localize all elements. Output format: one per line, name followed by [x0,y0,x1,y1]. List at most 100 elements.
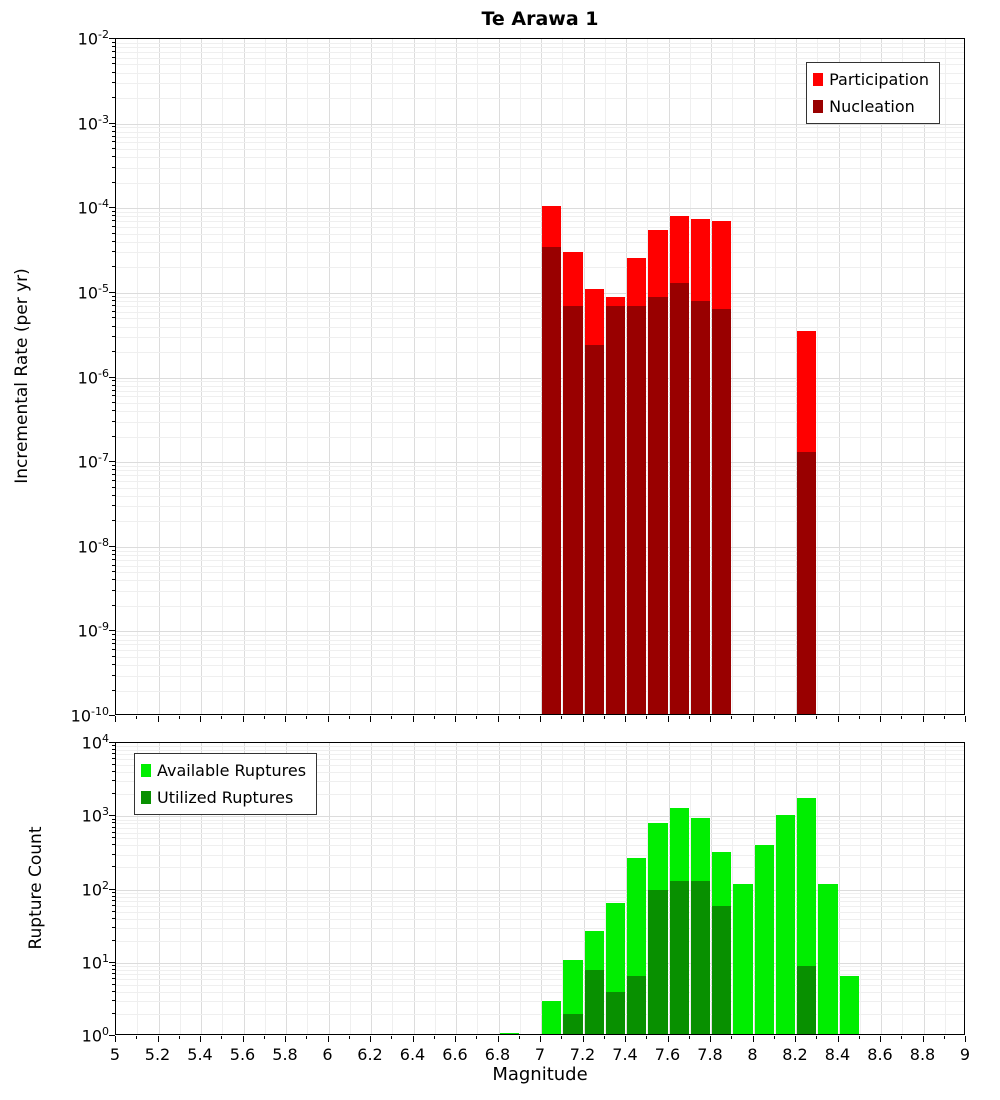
x-tick [731,1036,733,1039]
y-tick-minor [112,226,115,228]
bar-utilized-ruptures [712,905,732,1034]
y-tick-minor [112,304,115,306]
y-tick-minor [112,990,115,992]
gridline-horizontal-minor [116,765,964,767]
gridline-horizontal-minor [116,385,964,387]
x-tick [115,1036,116,1042]
gridline-horizontal-minor [116,233,964,235]
gridline-horizontal-minor [116,390,964,392]
gridline-horizontal-minor [116,495,964,497]
y-tick-minor [112,853,115,855]
y-tick-minor [112,479,115,481]
gridline-horizontal-minor [116,838,964,840]
gridline-horizontal-minor [116,57,964,59]
gridline-horizontal-minor [116,167,964,169]
gridline-vertical [328,743,330,1034]
x-tick [582,716,584,722]
gridline-horizontal [116,123,964,125]
y-tick-label: 10-5 [77,281,109,303]
legend-swatch-nucleation [813,100,824,113]
bar-nucleation [797,452,817,714]
x-tick [731,716,733,719]
gridline-horizontal-minor [116,475,964,477]
x-tick [965,1036,966,1042]
gridline-vertical [264,743,266,1034]
gridline-horizontal-minor [116,559,964,561]
gridline-vertical [222,39,224,714]
x-tick [497,716,499,722]
gridline-horizontal-minor [116,326,964,328]
bar-utilized-ruptures [690,881,710,1034]
y-tick-minor [112,71,115,73]
x-tick [327,1036,329,1042]
x-tick-label: 7.2 [569,1045,596,1064]
y-tick-minor [112,837,115,839]
y-tick-minor [112,579,115,581]
y-tick-label: 100 [81,1025,109,1046]
gridline-vertical [307,39,309,714]
gridline-horizontal-minor [116,252,964,254]
bar-available-ruptures [775,814,795,1034]
y-tick-minor [112,46,115,48]
x-tick [625,716,626,722]
x-tick [837,1036,839,1042]
legend: Available Ruptures Utilized Ruptures [134,753,318,815]
gridline-vertical [392,743,394,1034]
gridline-horizontal [116,208,964,210]
gridline-horizontal-minor [116,1013,964,1015]
y-tick-minor [112,130,115,132]
gridline-vertical [519,743,521,1034]
x-tick [115,716,116,722]
bar-utilized-ruptures [669,881,689,1034]
y-tick-minor [112,978,115,979]
gridline-horizontal-minor [116,311,964,313]
y-tick-minor [112,380,115,382]
y-tick-minor [112,410,115,412]
y-tick-minor [112,56,115,58]
bar-available-ruptures [818,883,838,1034]
gridline-horizontal-minor [116,470,964,472]
y-tick-minor [112,939,115,941]
rate-axis-label: Incremental Rate (per yr) [12,268,32,484]
bar-nucleation [563,305,583,714]
bar-available-ruptures [499,1032,519,1034]
gridline-horizontal-minor [116,918,964,920]
y-tick-minor [112,891,115,893]
gridline-vertical [583,39,585,714]
y-tick-minor [112,571,115,573]
gridline-horizontal-minor [116,521,964,523]
x-tick [476,1036,478,1039]
gridline-vertical [562,39,564,714]
y-tick-minor [112,505,115,507]
gridline-horizontal-minor [116,991,964,993]
bar-utilized-ruptures [627,976,647,1034]
x-tick [242,1036,244,1042]
gridline-horizontal-minor [116,845,964,847]
bar-nucleation [584,345,604,714]
gridline-horizontal [116,292,964,294]
gridline-horizontal-minor [116,554,964,556]
y-tick-minor [112,469,115,471]
gridline-vertical [456,743,457,1034]
y-tick-label: 10-2 [77,28,109,49]
x-tick [880,1036,881,1042]
y-tick-minor [112,826,115,828]
x-tick [858,716,860,719]
x-tick-label: 8 [747,1045,758,1064]
x-tick [263,716,265,719]
gridline-horizontal-minor [116,267,964,269]
x-tick-label: 7.8 [697,1045,723,1064]
y-tick [109,38,115,39]
x-tick [306,716,308,719]
legend-label-available-ruptures: Available Ruptures [157,761,307,780]
gridline-horizontal [116,631,964,633]
gridline-vertical [349,743,351,1034]
x-tick [646,1036,648,1039]
gridline-horizontal-minor [116,979,964,980]
y-tick-minor [112,1012,115,1014]
gridline-vertical [689,39,691,714]
y-tick-exponent: 2 [102,878,109,892]
y-tick [109,376,115,378]
gridline-vertical [286,39,287,714]
x-tick-label: 6.4 [399,1045,426,1064]
